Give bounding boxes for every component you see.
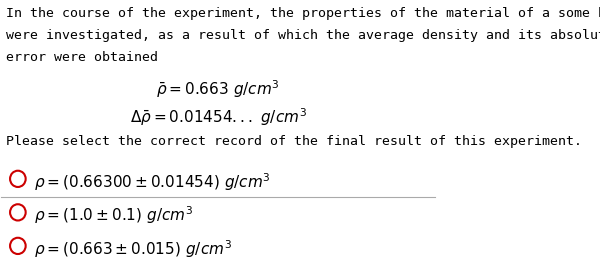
Text: $\bar{\rho} = 0.663\ g/cm^3$: $\bar{\rho} = 0.663\ g/cm^3$ [157, 78, 280, 100]
Text: error were obtained: error were obtained [6, 51, 158, 64]
Text: were investigated, as a result of which the average density and its absolute: were investigated, as a result of which … [6, 29, 600, 42]
Text: $\rho = (0.663 \pm 0.015)\ g/cm^3$: $\rho = (0.663 \pm 0.015)\ g/cm^3$ [34, 238, 232, 260]
Text: $\Delta\bar{\rho} = 0.01454...\ g/cm^3$: $\Delta\bar{\rho} = 0.01454...\ g/cm^3$ [130, 106, 307, 128]
Text: Please select the correct record of the final result of this experiment.: Please select the correct record of the … [6, 135, 582, 149]
Text: In the course of the experiment, the properties of the material of a some body: In the course of the experiment, the pro… [6, 7, 600, 20]
Text: $\rho = (1.0 \pm 0.1)\ g/cm^3$: $\rho = (1.0 \pm 0.1)\ g/cm^3$ [34, 204, 193, 226]
Text: $\rho = (0.66300 \pm 0.01454)\ g/cm^3$: $\rho = (0.66300 \pm 0.01454)\ g/cm^3$ [34, 171, 271, 193]
